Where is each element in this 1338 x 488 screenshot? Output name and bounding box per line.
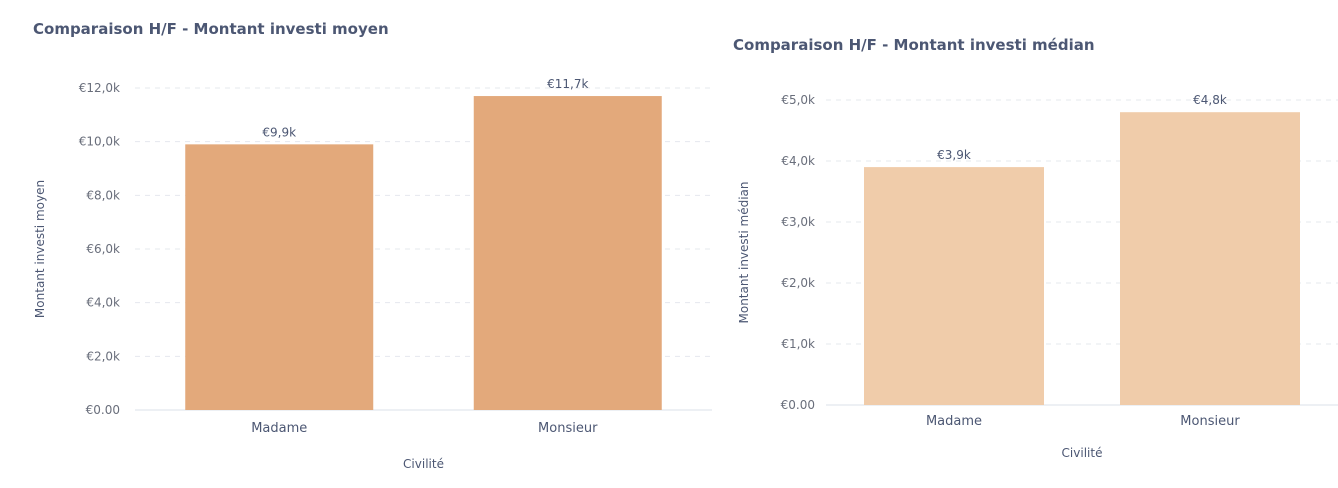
bar bbox=[864, 167, 1044, 405]
y-tick-label: €4,0k bbox=[781, 154, 815, 168]
y-tick-label: €2,0k bbox=[86, 349, 120, 363]
y-tick-label: €1,0k bbox=[781, 337, 815, 351]
y-tick-label: €3,0k bbox=[781, 215, 815, 229]
bar bbox=[473, 96, 662, 411]
data-label: €9,9k bbox=[262, 125, 296, 139]
x-category-label: Monsieur bbox=[1180, 414, 1240, 429]
chart-panel-average: Comparaison H/F - Montant investi moyen … bbox=[33, 20, 712, 471]
data-label: €3,9k bbox=[937, 148, 971, 162]
data-label: €4,8k bbox=[1193, 93, 1227, 107]
y-axis-title: Montant investi moyen bbox=[33, 180, 47, 318]
y-tick-label: €4,0k bbox=[86, 296, 120, 310]
y-tick-label: €8,0k bbox=[86, 188, 120, 202]
x-category-label: Madame bbox=[251, 421, 307, 436]
y-tick-label: €0.00 bbox=[86, 403, 120, 417]
y-tick-label: €12,0k bbox=[79, 81, 120, 95]
x-axis-title: Civilité bbox=[1062, 446, 1103, 460]
y-tick-label: €6,0k bbox=[86, 242, 120, 256]
bar-chart-average: €0.00 €2,0k €4,0k €6,0k €8,0k €10,0k €12,0k €9,… bbox=[33, 77, 712, 471]
bar-chart-median: €0.00 €1,0k €2,0k €3,0k €4,0k €5,0k €3,9k Madam… bbox=[737, 93, 1338, 460]
bar bbox=[1120, 112, 1300, 405]
x-category-label: Madame bbox=[926, 414, 982, 429]
y-tick-label: €0.00 bbox=[781, 398, 815, 412]
y-tick-label: €5,0k bbox=[781, 93, 815, 107]
chart-title: Comparaison H/F - Montant investi moyen bbox=[33, 20, 389, 38]
y-tick-label: €10,0k bbox=[79, 135, 120, 149]
y-axis-title: Montant investi médian bbox=[737, 182, 751, 324]
chart-panel-median: Comparaison H/F - Montant investi médian… bbox=[710, 0, 1338, 488]
chart-title: Comparaison H/F - Montant investi médian bbox=[733, 36, 1095, 54]
x-category-label: Monsieur bbox=[538, 421, 598, 436]
y-tick-label: €2,0k bbox=[781, 276, 815, 290]
x-axis-title: Civilité bbox=[403, 457, 444, 471]
data-label: €11,7k bbox=[547, 77, 588, 91]
bar bbox=[185, 144, 374, 410]
